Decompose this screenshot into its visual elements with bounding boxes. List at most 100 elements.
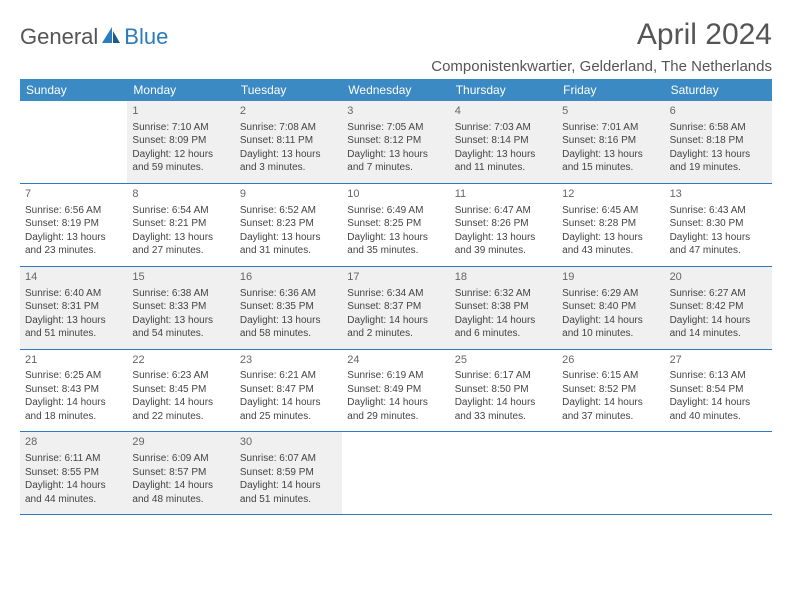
sunset-text: Sunset: 8:25 PM — [347, 217, 444, 231]
dl2-text: and 25 minutes. — [240, 410, 337, 424]
sunset-text: Sunset: 8:30 PM — [670, 217, 767, 231]
dl2-text: and 6 minutes. — [455, 327, 552, 341]
dl2-text: and 40 minutes. — [670, 410, 767, 424]
day-header: Tuesday — [235, 79, 342, 101]
week-row: 28Sunrise: 6:11 AMSunset: 8:55 PMDayligh… — [20, 432, 772, 515]
day-cell — [450, 432, 557, 514]
sunrise-text: Sunrise: 6:34 AM — [347, 287, 444, 301]
month-title: April 2024 — [431, 18, 772, 52]
sunrise-text: Sunrise: 6:29 AM — [562, 287, 659, 301]
sunset-text: Sunset: 8:38 PM — [455, 300, 552, 314]
dl1-text: Daylight: 14 hours — [562, 396, 659, 410]
dl1-text: Daylight: 13 hours — [25, 314, 122, 328]
sunset-text: Sunset: 8:42 PM — [670, 300, 767, 314]
day-header: Wednesday — [342, 79, 449, 101]
day-header: Friday — [557, 79, 664, 101]
sunset-text: Sunset: 8:40 PM — [562, 300, 659, 314]
sunrise-text: Sunrise: 6:47 AM — [455, 204, 552, 218]
day-number: 19 — [562, 270, 659, 285]
day-number: 1 — [132, 104, 229, 119]
sunrise-text: Sunrise: 7:01 AM — [562, 121, 659, 135]
day-number: 6 — [670, 104, 767, 119]
sunset-text: Sunset: 8:12 PM — [347, 134, 444, 148]
day-number: 14 — [25, 270, 122, 285]
day-cell: 19 Sunrise: 6:29 AMSunset: 8:40 PMDayligh… — [557, 267, 664, 349]
dl2-text: and 51 minutes. — [25, 327, 122, 341]
sunset-text: Sunset: 8:11 PM — [240, 134, 337, 148]
sunrise-text: Sunrise: 7:03 AM — [455, 121, 552, 135]
calendar: Sunday Monday Tuesday Wednesday Thursday… — [20, 79, 772, 515]
dl2-text: and 31 minutes. — [240, 244, 337, 258]
dl1-text: Daylight: 14 hours — [240, 479, 337, 493]
sunset-text: Sunset: 8:31 PM — [25, 300, 122, 314]
day-header: Saturday — [665, 79, 772, 101]
sunrise-text: Sunrise: 6:25 AM — [25, 369, 122, 383]
sunrise-text: Sunrise: 7:10 AM — [132, 121, 229, 135]
day-cell: 25Sunrise: 6:17 AMSunset: 8:50 PMDayligh… — [450, 350, 557, 432]
day-header: Thursday — [450, 79, 557, 101]
week-row: 14Sunrise: 6:40 AMSunset: 8:31 PMDayligh… — [20, 267, 772, 350]
dl1-text: Daylight: 14 hours — [562, 314, 659, 328]
sunset-text: Sunset: 8:28 PM — [562, 217, 659, 231]
week-row: 1 Sunrise: 7:10 AMSunset: 8:09 PM Daylight… — [20, 101, 772, 184]
day-number: 21 — [25, 353, 122, 368]
dl1-text: Daylight: 14 hours — [25, 479, 122, 493]
sunrise-text: Sunrise: 6:32 AM — [455, 287, 552, 301]
day-number: 23 — [240, 353, 337, 368]
dl1-text: Daylight: 14 hours — [670, 396, 767, 410]
day-number: 10 — [347, 187, 444, 202]
sunset-text: Sunset: 8:43 PM — [25, 383, 122, 397]
weeks-container: 1 Sunrise: 7:10 AMSunset: 8:09 PM Daylight… — [20, 101, 772, 515]
day-cell: 2Sunrise: 7:08 AMSunset: 8:11 PMDaylight… — [235, 101, 342, 183]
day-cell: 13Sunrise: 6:43 AMSunset: 8:30 PMDayligh… — [665, 184, 772, 266]
dl2-text: and 2 minutes. — [347, 327, 444, 341]
sunset-text: Sunset: 8:19 PM — [25, 217, 122, 231]
day-number: 8 — [132, 187, 229, 202]
sunset-text: Sunset: 8:23 PM — [240, 217, 337, 231]
logo-sail-icon — [100, 25, 122, 50]
day-number: 7 — [25, 187, 122, 202]
sunrise-text: Sunrise: 7:05 AM — [347, 121, 444, 135]
dl1-text: Daylight: 14 hours — [240, 396, 337, 410]
sunrise-text: Sunrise: 6:36 AM — [240, 287, 337, 301]
sunrise-text: Sunrise: 6:13 AM — [670, 369, 767, 383]
sunset-text: Sunset: 8:09 PM — [132, 134, 229, 148]
dl2-text: and 59 minutes. — [132, 161, 229, 175]
day-cell: 26Sunrise: 6:15 AMSunset: 8:52 PMDayligh… — [557, 350, 664, 432]
dl1-text: Daylight: 14 hours — [455, 314, 552, 328]
dl2-text: and 37 minutes. — [562, 410, 659, 424]
day-cell: 18Sunrise: 6:32 AMSunset: 8:38 PMDayligh… — [450, 267, 557, 349]
dl2-text: and 7 minutes. — [347, 161, 444, 175]
dl1-text: Daylight: 13 hours — [240, 148, 337, 162]
location-text: Componistenkwartier, Gelderland, The Net… — [431, 58, 772, 75]
dl1-text: Daylight: 13 hours — [562, 148, 659, 162]
sunset-text: Sunset: 8:50 PM — [455, 383, 552, 397]
sunrise-text: Sunrise: 6:43 AM — [670, 204, 767, 218]
sunrise-text: Sunrise: 6:38 AM — [132, 287, 229, 301]
day-cell: 22Sunrise: 6:23 AMSunset: 8:45 PMDayligh… — [127, 350, 234, 432]
day-cell: 7Sunrise: 6:56 AMSunset: 8:19 PMDaylight… — [20, 184, 127, 266]
dl2-text: and 54 minutes. — [132, 327, 229, 341]
sunset-text: Sunset: 8:45 PM — [132, 383, 229, 397]
sunset-text: Sunset: 8:47 PM — [240, 383, 337, 397]
dl1-text: Daylight: 14 hours — [455, 396, 552, 410]
header: General Blue April 2024 Componistenkwart… — [20, 18, 772, 75]
dl2-text: and 14 minutes. — [670, 327, 767, 341]
day-cell: 16Sunrise: 6:36 AMSunset: 8:35 PMDayligh… — [235, 267, 342, 349]
dl1-text: Daylight: 13 hours — [240, 314, 337, 328]
sunrise-text: Sunrise: 6:07 AM — [240, 452, 337, 466]
day-cell: 21Sunrise: 6:25 AMSunset: 8:43 PMDayligh… — [20, 350, 127, 432]
sunset-text: Sunset: 8:52 PM — [562, 383, 659, 397]
dl1-text: Daylight: 13 hours — [670, 148, 767, 162]
day-number: 16 — [240, 270, 337, 285]
sunset-text: Sunset: 8:21 PM — [132, 217, 229, 231]
sunrise-text: Sunrise: 6:11 AM — [25, 452, 122, 466]
day-number: 15 — [132, 270, 229, 285]
day-cell: 29Sunrise: 6:09 AMSunset: 8:57 PMDayligh… — [127, 432, 234, 514]
day-cell: 3Sunrise: 7:05 AMSunset: 8:12 PMDaylight… — [342, 101, 449, 183]
day-number: 30 — [240, 435, 337, 450]
dl1-text: Daylight: 14 hours — [347, 396, 444, 410]
day-cell: 6Sunrise: 6:58 AMSunset: 8:18 PMDaylight… — [665, 101, 772, 183]
day-cell — [20, 101, 127, 183]
day-cell: 27Sunrise: 6:13 AMSunset: 8:54 PMDayligh… — [665, 350, 772, 432]
